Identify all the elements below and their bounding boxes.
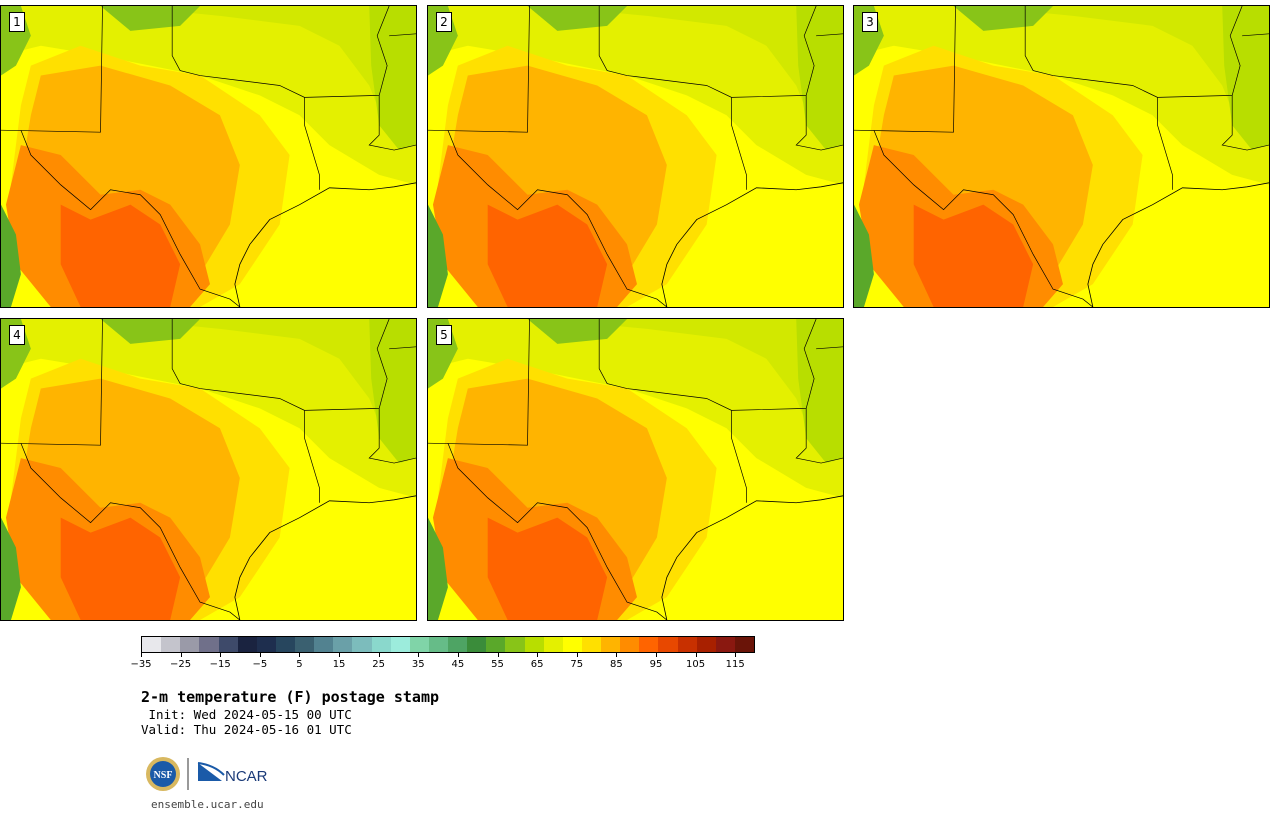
logos: NSF NCAR xyxy=(144,755,284,793)
ensemble-member-3-panel: 3 xyxy=(853,5,1270,308)
colorbar-swatch xyxy=(696,637,716,652)
temperature-field xyxy=(1,6,416,307)
colorbar-swatch xyxy=(486,637,506,652)
ensemble-member-1-panel: 1 xyxy=(0,5,417,308)
colorbar-ticks: −35 −25 −15 −5 5 15 25 35 45 55 65 75 85 95 105 115 xyxy=(130,653,755,673)
figure-title: 2-m temperature (F) postage stamp xyxy=(141,688,440,706)
colorbar-swatch xyxy=(658,637,678,652)
ensemble-member-4-panel: 4 xyxy=(0,318,417,621)
colorbar-swatch xyxy=(620,637,640,652)
colorbar-tick-label: −15 xyxy=(209,659,231,670)
colorbar-swatch xyxy=(543,637,563,652)
nsf-logo-icon: NSF xyxy=(146,757,180,791)
temperature-field xyxy=(854,6,1269,307)
colorbar-tick xyxy=(616,653,618,657)
colorbar-swatch xyxy=(371,637,391,652)
colorbar-swatch xyxy=(333,637,353,652)
colorbar-tick-label: 35 xyxy=(411,659,425,670)
valid-time: Valid: Thu 2024-05-16 01 UTC xyxy=(141,722,352,737)
colorbar-swatch xyxy=(256,637,276,652)
colorbar-swatch xyxy=(428,637,448,652)
colorbar-swatch xyxy=(218,637,238,652)
ncar-logo-text: NCAR xyxy=(225,768,268,785)
colorbar-tick xyxy=(735,653,737,657)
colorbar-swatch xyxy=(409,637,429,652)
temperature-field xyxy=(428,6,843,307)
colorbar-swatch xyxy=(142,637,162,652)
colorbar-tick-label: 75 xyxy=(570,659,584,670)
colorbar-tick-label: 115 xyxy=(725,659,745,670)
member-label: 1 xyxy=(9,12,25,32)
colorbar-tick xyxy=(695,653,697,657)
temperature-colorbar xyxy=(141,636,755,653)
colorbar-swatch xyxy=(237,637,257,652)
init-time: Init: Wed 2024-05-15 00 UTC xyxy=(141,707,352,722)
colorbar-tick-label: 55 xyxy=(491,659,504,670)
colorbar-tick xyxy=(378,653,380,657)
colorbar-swatch xyxy=(314,637,334,652)
colorbar-tick-label: 105 xyxy=(686,659,706,670)
colorbar-tick xyxy=(299,653,301,657)
colorbar-swatch xyxy=(295,637,315,652)
colorbar-tick-label: 45 xyxy=(451,659,465,670)
ncar-logo-icon: NCAR xyxy=(197,762,268,785)
colorbar-tick xyxy=(339,653,341,657)
member-label: 2 xyxy=(436,12,452,32)
colorbar-swatch xyxy=(180,637,200,652)
colorbar-swatch xyxy=(562,637,582,652)
colorbar-tick xyxy=(141,653,142,657)
colorbar-swatch xyxy=(448,637,468,652)
colorbar-tick-label: 95 xyxy=(649,659,663,670)
member-label: 5 xyxy=(436,325,452,345)
colorbar-swatch xyxy=(734,637,754,652)
colorbar-tick xyxy=(259,653,261,657)
colorbar-tick xyxy=(457,653,459,657)
colorbar-swatch xyxy=(467,637,487,652)
colorbar-swatch xyxy=(581,637,601,652)
colorbar-swatch xyxy=(601,637,621,652)
nsf-logo-text: NSF xyxy=(154,770,173,781)
colorbar-tick-label: 15 xyxy=(332,659,346,670)
colorbar-tick xyxy=(497,653,499,657)
colorbar-tick-label: −35 xyxy=(130,659,152,670)
member-label: 4 xyxy=(9,325,25,345)
colorbar-tick xyxy=(655,653,657,657)
colorbar-tick-label: 25 xyxy=(372,659,386,670)
colorbar-swatch xyxy=(524,637,544,652)
colorbar-swatch xyxy=(161,637,181,652)
colorbar-tick-label: 85 xyxy=(609,659,623,670)
member-label: 3 xyxy=(862,12,878,32)
colorbar-tick xyxy=(537,653,539,657)
colorbar-swatch xyxy=(715,637,735,652)
colorbar-swatch xyxy=(275,637,295,652)
colorbar-tick-label: 65 xyxy=(530,659,544,670)
footer-url[interactable]: ensemble.ucar.edu xyxy=(151,798,264,811)
colorbar-tick-label: −5 xyxy=(252,659,268,670)
colorbar-tick-label: 5 xyxy=(296,659,303,670)
temperature-field xyxy=(1,319,416,620)
colorbar-swatch xyxy=(677,637,697,652)
ensemble-member-2-panel: 2 xyxy=(427,5,844,308)
ensemble-member-5-panel: 5 xyxy=(427,318,844,621)
temperature-field xyxy=(428,319,843,620)
colorbar-swatch xyxy=(505,637,525,652)
colorbar-swatch xyxy=(199,637,219,652)
colorbar-swatch xyxy=(390,637,410,652)
colorbar-tick xyxy=(220,653,222,657)
colorbar-swatch xyxy=(352,637,372,652)
colorbar-tick xyxy=(180,653,182,657)
colorbar-tick xyxy=(576,653,578,657)
colorbar-swatch xyxy=(639,637,659,652)
colorbar-tick xyxy=(418,653,420,657)
colorbar-tick-label: −25 xyxy=(170,659,192,670)
